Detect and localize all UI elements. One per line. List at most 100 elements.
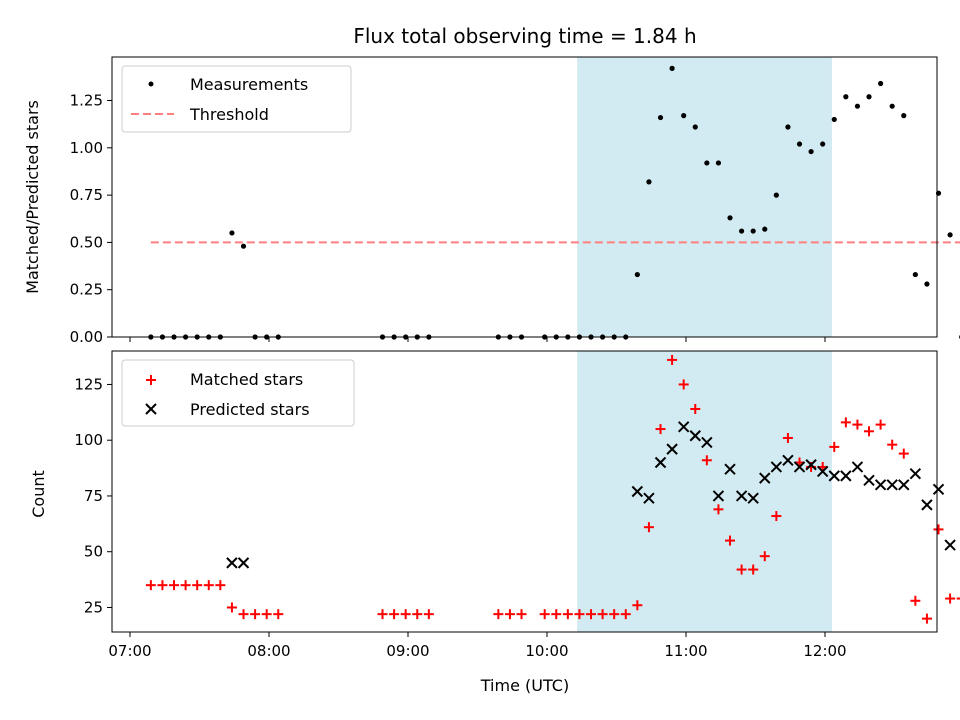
counts-highlight-span bbox=[577, 351, 832, 632]
counts-plot-frame bbox=[111, 350, 938, 633]
counts-y-axis-label: Count bbox=[29, 470, 48, 518]
predicted-stars-point bbox=[712, 490, 725, 502]
predicted-stars-point bbox=[759, 472, 771, 484]
predicted-stars-point bbox=[828, 470, 840, 482]
measurements-point bbox=[692, 124, 698, 130]
predicted-stars-point bbox=[898, 479, 910, 491]
matched-stars-point bbox=[389, 609, 400, 620]
matched-stars-point bbox=[875, 419, 886, 430]
measurements-point bbox=[657, 114, 664, 121]
measurements-point bbox=[681, 113, 687, 119]
measurements-point bbox=[634, 271, 640, 278]
y-tick-label: 0.25 bbox=[70, 281, 103, 299]
matched-stars-point bbox=[620, 609, 631, 620]
matched-stars-point bbox=[852, 419, 863, 430]
measurements-point bbox=[843, 94, 849, 100]
matched-stars-point bbox=[690, 403, 701, 414]
matched-legend-label: Matched stars bbox=[190, 370, 303, 389]
matched-stars-point bbox=[180, 580, 191, 591]
matched-stars-point bbox=[643, 522, 654, 533]
x-tick-label: 12:00 bbox=[803, 642, 846, 660]
matched-stars-point bbox=[493, 609, 504, 620]
measurements-point bbox=[773, 192, 779, 198]
matched-stars-point bbox=[169, 580, 180, 591]
matched-stars-point bbox=[748, 564, 759, 575]
measurements-point bbox=[889, 103, 895, 109]
measurements-point bbox=[229, 230, 235, 236]
matched-stars-point bbox=[551, 609, 562, 620]
measurements-point bbox=[820, 141, 826, 147]
predicted-stars-point bbox=[921, 499, 933, 511]
x-axis-label: Time (UTC) bbox=[480, 676, 569, 695]
x-tick-label: 08:00 bbox=[247, 642, 290, 660]
y-tick-label: 0.50 bbox=[70, 233, 103, 251]
measurements-point bbox=[715, 160, 722, 166]
y-tick-label: 0.00 bbox=[70, 328, 103, 346]
matched-stars-point bbox=[701, 455, 712, 466]
measurements-point bbox=[704, 160, 710, 166]
y-tick-label: 0.75 bbox=[70, 186, 103, 204]
y-tick-label: 1.25 bbox=[70, 92, 103, 110]
matched-stars-point bbox=[226, 602, 237, 613]
measurements-point bbox=[646, 179, 652, 185]
x-tick-label: 07:00 bbox=[108, 642, 151, 660]
matched-stars-point bbox=[597, 609, 608, 620]
measurements-point bbox=[669, 65, 675, 71]
ratio-plot-frame bbox=[111, 56, 938, 338]
ratio-marks bbox=[148, 65, 960, 340]
measurements-point bbox=[878, 80, 884, 87]
matched-stars-point bbox=[261, 609, 272, 620]
matched-stars-point bbox=[829, 441, 840, 452]
matched-stars-point bbox=[759, 551, 770, 562]
measurements-point bbox=[762, 226, 768, 232]
matched-stars-point bbox=[956, 597, 960, 600]
matched-stars-point bbox=[586, 609, 597, 620]
matched-stars-point bbox=[192, 580, 203, 591]
x-tick-label: 10:00 bbox=[525, 642, 568, 660]
predicted-stars-point bbox=[654, 456, 667, 469]
predicted-stars-point bbox=[677, 421, 690, 433]
matched-stars-point bbox=[933, 524, 944, 535]
measurements-point bbox=[785, 124, 791, 130]
predicted-stars-point bbox=[782, 454, 794, 466]
predicted-stars-point bbox=[793, 461, 806, 473]
matched-stars-point bbox=[238, 609, 249, 620]
ratio-legend: Measurements Threshold bbox=[121, 65, 352, 133]
matched-stars-point bbox=[898, 448, 909, 459]
predicted-stars-point bbox=[840, 470, 852, 482]
matched-stars-point bbox=[678, 379, 689, 390]
predicted-stars-point bbox=[816, 465, 829, 478]
y-tick-label: 100 bbox=[74, 431, 103, 449]
predicted-stars-point bbox=[666, 443, 678, 455]
y-tick-label: 75 bbox=[84, 487, 103, 505]
matched-stars-point bbox=[539, 609, 550, 620]
matched-stars-point bbox=[423, 609, 434, 620]
predicted-legend-label: Predicted stars bbox=[190, 400, 310, 419]
measurements-point bbox=[750, 228, 756, 234]
predicted-stars-point bbox=[701, 436, 713, 449]
predicted-stars-point bbox=[805, 459, 817, 471]
counts-y-ticks: 25 50 75 100 125 bbox=[74, 375, 112, 616]
matched-stars-point bbox=[713, 504, 724, 515]
measurements-point bbox=[924, 281, 930, 287]
measurements-point bbox=[854, 103, 861, 109]
predicted-stars-point bbox=[909, 467, 922, 480]
measurements-point bbox=[901, 113, 907, 119]
matched-stars-point bbox=[273, 609, 284, 620]
matched-stars-point bbox=[945, 593, 956, 604]
matched-stars-point bbox=[400, 609, 411, 620]
predicted-stars-point bbox=[851, 461, 864, 473]
predicted-stars-point bbox=[932, 483, 945, 495]
predicted-legend-marker bbox=[145, 403, 157, 415]
matched-stars-point bbox=[562, 609, 573, 620]
predicted-stars-point bbox=[863, 474, 875, 487]
matched-stars-point bbox=[250, 609, 261, 620]
counts-x-ticks: 07:00 08:00 09:00 10:00 11:00 12:00 bbox=[108, 632, 847, 660]
matched-stars-point bbox=[574, 609, 585, 620]
ratio-y-axis-label: Matched/Predicted stars bbox=[23, 100, 42, 294]
measurements-point bbox=[831, 116, 837, 123]
ratio-legend-box bbox=[121, 65, 352, 133]
matched-stars-point bbox=[157, 580, 168, 591]
matched-stars-point bbox=[655, 424, 666, 435]
matched-stars-point bbox=[377, 609, 388, 620]
